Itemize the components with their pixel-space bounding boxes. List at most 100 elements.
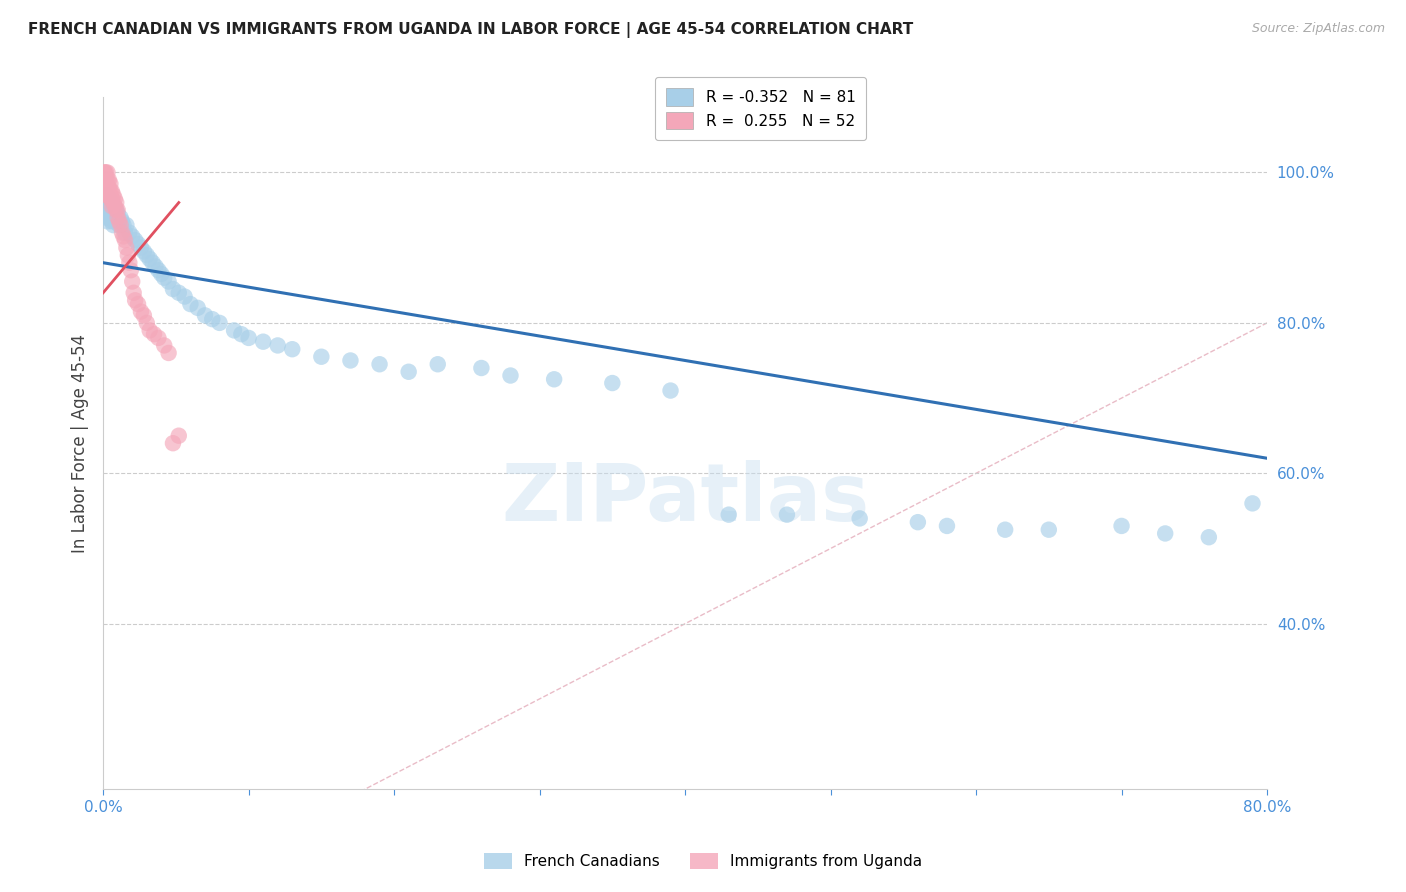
Point [94,211,117,225]
Point [105,203,128,218]
Point [602,376,624,390]
Point [179,297,201,311]
Point [143,327,166,342]
Point [103,199,125,213]
Point [104,192,127,206]
Point [114,226,136,240]
Point [127,297,149,311]
Point [94,199,117,213]
Point [132,244,155,259]
Point [112,229,135,244]
Point [96,195,118,210]
Point [101,207,124,221]
Point [105,195,128,210]
Point [148,263,170,277]
Point [103,211,125,225]
Point [252,334,274,349]
Point [111,214,134,228]
Point [142,256,165,270]
Point [111,226,134,240]
Point [162,436,184,450]
Point [94,165,117,179]
Point [112,218,135,232]
Point [194,309,217,323]
Point [118,226,141,240]
Point [93,165,115,179]
Point [103,188,125,202]
Point [162,282,184,296]
Point [100,192,122,206]
Point [121,275,143,289]
Point [93,180,115,194]
Point [135,316,157,330]
Point [150,267,173,281]
Point [96,173,118,187]
Point [1111,519,1133,533]
Point [153,270,176,285]
Point [124,233,146,247]
Point [97,211,120,225]
Point [96,214,118,228]
Point [114,233,136,247]
Point [105,211,128,225]
Text: ZIPatlas: ZIPatlas [501,459,869,538]
Point [96,207,118,221]
Point [101,195,124,210]
Point [132,309,155,323]
Point [187,301,209,315]
Point [470,361,492,376]
Point [117,248,139,262]
Point [104,199,127,213]
Point [94,188,117,202]
Point [121,229,143,244]
Point [1198,530,1220,544]
Point [173,289,195,303]
Point [115,241,138,255]
Point [94,188,117,202]
Point [368,357,391,371]
Point [135,248,157,262]
Point [138,323,160,337]
Point [107,214,129,228]
Point [104,214,127,228]
Point [97,203,120,218]
Point [93,195,115,210]
Point [107,207,129,221]
Point [153,338,176,352]
Point [148,331,170,345]
Point [96,180,118,194]
Point [907,515,929,529]
Point [107,203,129,218]
Point [994,523,1017,537]
Legend: R = -0.352   N = 81, R =  0.255   N = 52: R = -0.352 N = 81, R = 0.255 N = 52 [655,78,866,140]
Point [101,199,124,213]
Point [311,350,333,364]
Point [108,218,131,232]
Point [94,180,117,194]
Point [103,218,125,232]
Point [100,177,122,191]
Point [103,195,125,210]
Point [267,338,290,352]
Point [93,165,115,179]
Point [717,508,740,522]
Point [97,192,120,206]
Point [101,184,124,198]
Point [776,508,799,522]
Point [118,256,141,270]
Point [97,188,120,202]
Point [96,165,118,179]
Point [339,353,361,368]
Point [499,368,522,383]
Point [107,211,129,225]
Point [138,252,160,266]
Legend: French Canadians, Immigrants from Uganda: French Canadians, Immigrants from Uganda [478,847,928,875]
Point [848,511,870,525]
Point [543,372,565,386]
Point [97,180,120,194]
Text: Source: ZipAtlas.com: Source: ZipAtlas.com [1251,22,1385,36]
Point [208,316,231,330]
Point [281,342,304,356]
Point [157,275,180,289]
Point [120,263,142,277]
